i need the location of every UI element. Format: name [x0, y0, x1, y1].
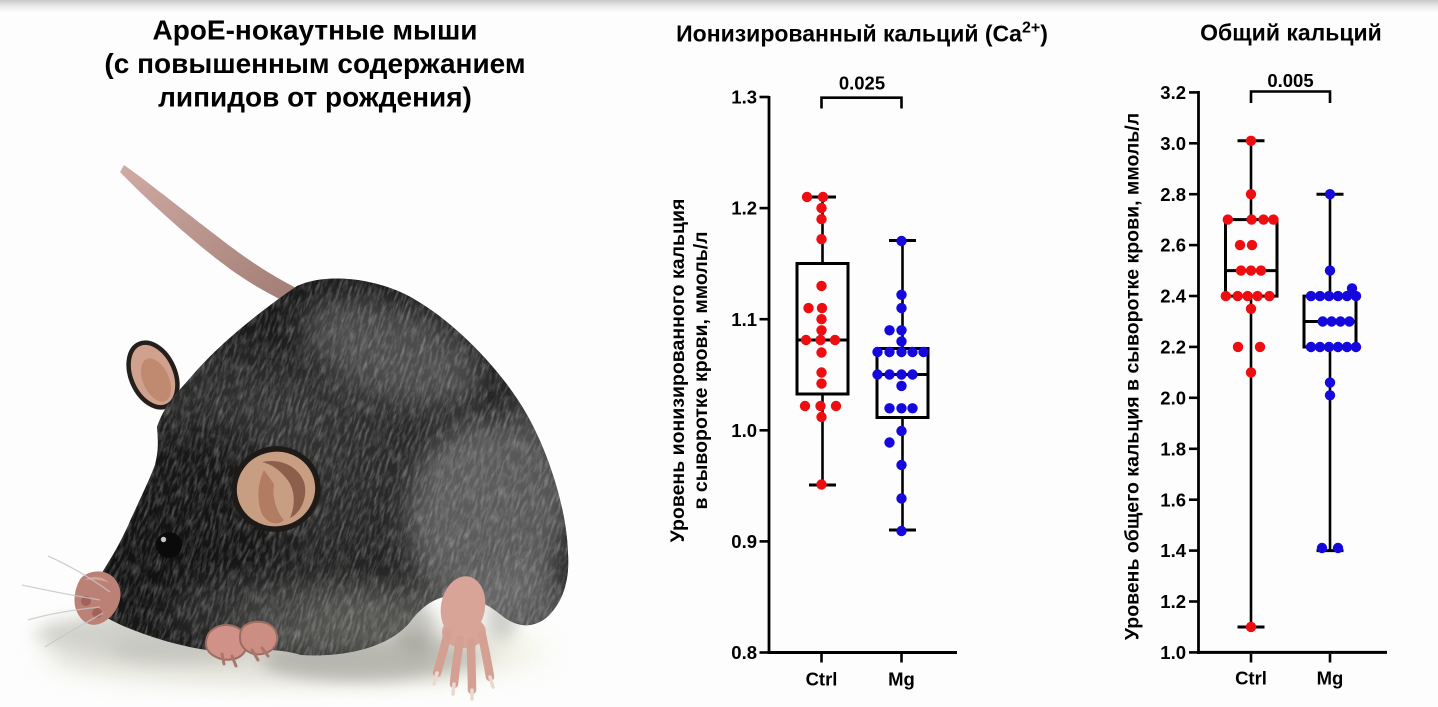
svg-text:Ctrl: Ctrl [806, 669, 838, 690]
svg-text:2.6: 2.6 [1160, 235, 1186, 256]
svg-text:0.8: 0.8 [731, 642, 757, 663]
svg-text:1.0: 1.0 [731, 420, 757, 441]
svg-text:1.6: 1.6 [1160, 489, 1186, 510]
svg-text:3.2: 3.2 [1160, 82, 1186, 103]
svg-text:Mg: Mg [1317, 668, 1344, 689]
svg-text:Ионизированный кальций (Ca2+): Ионизированный кальций (Ca2+) [676, 20, 1048, 47]
svg-text:1.4: 1.4 [1160, 540, 1186, 561]
svg-text:2.2: 2.2 [1160, 337, 1186, 358]
svg-text:0.9: 0.9 [731, 531, 757, 552]
svg-text:1.1: 1.1 [731, 309, 757, 330]
svg-text:1.8: 1.8 [1160, 438, 1186, 459]
svg-text:Общий кальций: Общий кальций [1200, 20, 1382, 46]
svg-text:Уровень общего кальция в сывор: Уровень общего кальция в сыворотке крови… [1122, 113, 1144, 640]
svg-text:липидов от рождения): липидов от рождения) [158, 82, 472, 113]
svg-text:1.2: 1.2 [731, 198, 757, 219]
svg-text:АроЕ-нокаутные мыши: АроЕ-нокаутные мыши [152, 15, 477, 46]
svg-text:1.2: 1.2 [1160, 591, 1186, 612]
svg-text:1.3: 1.3 [731, 87, 757, 108]
svg-text:(с повышенным содержанием: (с повышенным содержанием [104, 48, 525, 79]
svg-text:2.0: 2.0 [1160, 387, 1186, 408]
svg-text:Ctrl: Ctrl [1235, 668, 1267, 689]
svg-text:0.005: 0.005 [1267, 70, 1313, 91]
svg-text:2.8: 2.8 [1160, 184, 1186, 205]
svg-text:3.0: 3.0 [1160, 133, 1186, 154]
svg-text:Mg: Mg [888, 669, 915, 690]
svg-text:0.025: 0.025 [839, 72, 885, 93]
svg-text:2.4: 2.4 [1160, 286, 1186, 307]
svg-text:Уровень ионизированного кальци: Уровень ионизированного кальцияв сыворот… [667, 199, 712, 543]
svg-text:1.0: 1.0 [1160, 642, 1186, 663]
